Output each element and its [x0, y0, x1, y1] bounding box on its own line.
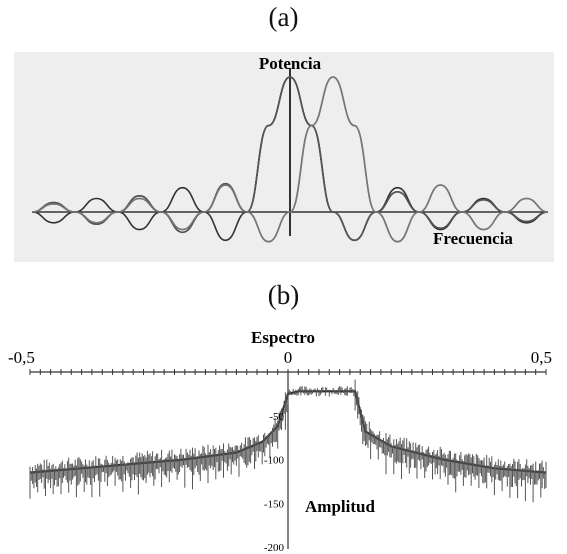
panel-b-title: Espectro	[251, 328, 315, 347]
panel-a-label: (a)	[268, 2, 299, 32]
panel-b-y-tick-label: -150	[264, 498, 285, 510]
panel-a-curves	[31, 76, 549, 243]
panel-b-x-tick-label: -0,5	[8, 348, 35, 367]
panel-a-y-label: Potencia	[259, 54, 322, 73]
subcarrier-curve	[31, 76, 549, 243]
panel-b-y-tick-label: -200	[264, 542, 285, 554]
panel-a-x-label: Frecuencia	[433, 229, 513, 248]
panel-b-y-label: Amplitud	[305, 497, 375, 516]
panel-b-chart: Espectro -0,5 0 0,5 -50 -100 -150 -200 A…	[8, 328, 552, 554]
panel-b-y-tick-label: -50	[269, 411, 284, 423]
panel-b-x-tick-label: 0,5	[531, 348, 552, 367]
panel-b-curve	[29, 379, 547, 503]
spectrum-noise	[29, 379, 547, 503]
panel-b-y-tick-label: -100	[264, 455, 285, 467]
panel-b-x-minor-ticks	[29, 369, 547, 375]
panel-b-x-tick-label: 0	[284, 348, 293, 367]
panel-a-chart: Potencia Frecuencia	[31, 54, 549, 248]
panel-a-background	[14, 52, 554, 262]
panel-b-label: (b)	[267, 280, 300, 310]
